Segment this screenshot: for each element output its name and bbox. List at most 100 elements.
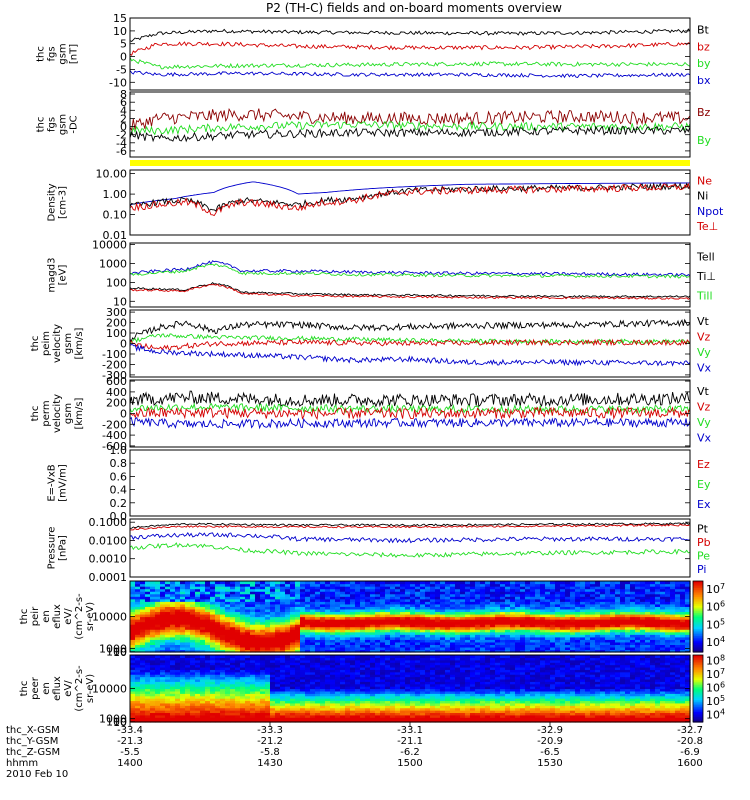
heatmap-cell — [415, 644, 421, 648]
heatmap-cell — [330, 666, 336, 670]
heatmap-cell — [490, 601, 496, 605]
heatmap-cell — [500, 621, 506, 625]
heatmap-cell — [615, 581, 621, 585]
heatmap-cell — [330, 636, 336, 640]
heatmap-cell — [385, 678, 391, 682]
heatmap-cell — [595, 581, 601, 585]
heatmap-cell — [670, 621, 676, 625]
heatmap-cell — [535, 581, 541, 585]
heatmap-cell — [135, 659, 141, 663]
heatmap-cell — [395, 606, 401, 610]
heatmap-cell — [230, 593, 236, 597]
heatmap-cell — [255, 626, 261, 630]
heatmap-cell — [365, 705, 371, 709]
heatmap-cell — [380, 583, 386, 587]
heatmap-cell — [130, 700, 136, 704]
heatmap-cell — [390, 657, 396, 661]
heatmap-cell — [375, 649, 381, 653]
heatmap-cell — [185, 649, 191, 653]
heatmap-cell — [600, 596, 606, 600]
heatmap-cell — [280, 603, 286, 607]
heatmap-cell — [425, 606, 431, 610]
heatmap-cell — [315, 676, 321, 680]
heatmap-cell — [330, 714, 336, 718]
legend-entry: Vt — [697, 385, 710, 398]
heatmap-cell — [265, 644, 271, 648]
heatmap-cell — [290, 657, 296, 661]
heatmap-cell — [670, 591, 676, 595]
heatmap-cell — [320, 669, 326, 673]
heatmap-cell — [345, 596, 351, 600]
heatmap-cell — [240, 588, 246, 592]
heatmap-cell — [240, 593, 246, 597]
heatmap-cell — [365, 619, 371, 623]
heatmap-cell — [210, 611, 216, 615]
heatmap-cell — [300, 688, 306, 692]
heatmap-cell — [280, 717, 286, 721]
colorbar-cell — [693, 621, 703, 625]
y-axis-label-line: gsm — [58, 43, 69, 64]
heatmap-cell — [185, 702, 191, 706]
heatmap-cell — [515, 626, 521, 630]
heatmap-cell — [365, 644, 371, 648]
heatmap-cell — [290, 616, 296, 620]
heatmap-cell — [235, 674, 241, 678]
heatmap-cell — [395, 719, 401, 723]
heatmap-cell — [310, 659, 316, 663]
heatmap-cell — [525, 583, 531, 587]
heatmap-cell — [440, 588, 446, 592]
heatmap-cell — [445, 629, 451, 633]
heatmap-cell — [160, 641, 166, 645]
heatmap-cell — [310, 686, 316, 690]
heatmap-cell — [135, 688, 141, 692]
heatmap-cell — [365, 717, 371, 721]
heatmap-cell — [330, 613, 336, 618]
heatmap-cell — [445, 649, 451, 653]
heatmap-cell — [395, 631, 401, 635]
heatmap-cell — [135, 619, 141, 623]
heatmap-cell — [540, 611, 546, 615]
heatmap-cell — [230, 707, 236, 711]
heatmap-cell — [470, 649, 476, 653]
heatmap-cell — [615, 621, 621, 625]
heatmap-cell — [175, 598, 181, 602]
heatmap-cell — [485, 619, 491, 623]
heatmap-cell — [165, 603, 171, 607]
heatmap-cell — [225, 659, 231, 663]
heatmap-cell — [130, 702, 136, 706]
heatmap-cell — [200, 683, 206, 687]
heatmap-cell — [275, 666, 281, 670]
heatmap-cell — [260, 700, 266, 704]
heatmap-cell — [340, 666, 346, 670]
heatmap-cell — [360, 613, 366, 618]
heatmap-cell — [165, 591, 171, 595]
heatmap-cell — [340, 646, 346, 651]
heatmap-cell — [665, 581, 671, 585]
heatmap-cell — [290, 659, 296, 663]
heatmap-cell — [635, 634, 641, 638]
heatmap-cell — [155, 671, 161, 675]
heatmap-cell — [270, 593, 276, 597]
heatmap-cell — [400, 671, 406, 675]
heatmap-cell — [400, 631, 406, 635]
heatmap-cell — [370, 591, 376, 595]
heatmap-cell — [165, 586, 171, 590]
heatmap-cell — [215, 664, 221, 668]
heatmap-cell — [360, 678, 366, 682]
heatmap-cell — [660, 646, 666, 651]
heatmap-cell — [500, 649, 506, 653]
heatmap-cell — [305, 693, 311, 697]
heatmap-cell — [160, 662, 166, 666]
heatmap-cell — [175, 714, 181, 718]
colorbar-label: 105 — [706, 617, 725, 631]
heatmap-cell — [350, 678, 356, 682]
heatmap-cell — [450, 636, 456, 640]
heatmap-cell — [260, 606, 266, 610]
heatmap-cell — [535, 639, 541, 643]
heatmap-cell — [645, 649, 651, 653]
heatmap-cell — [160, 636, 166, 640]
heatmap-cell — [605, 646, 611, 651]
heatmap-cell — [170, 603, 176, 607]
heatmap-cell — [325, 621, 331, 625]
